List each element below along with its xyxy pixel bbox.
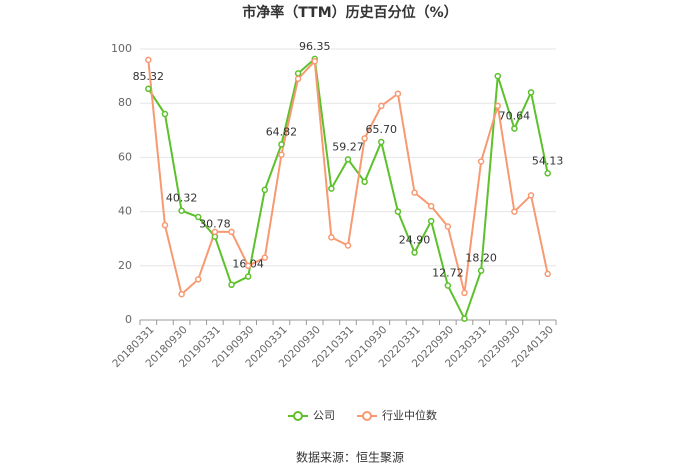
data-point — [494, 102, 502, 110]
y-tick-label: 40 — [118, 205, 132, 218]
data-point — [477, 267, 485, 274]
data-label: 65.70 — [366, 123, 398, 136]
data-point — [361, 178, 368, 186]
data-point — [527, 89, 535, 96]
data-label: 12.72 — [432, 267, 464, 280]
data-point — [194, 276, 202, 283]
data-point — [394, 90, 402, 97]
data-point — [494, 72, 502, 80]
data-label: 96.35 — [299, 40, 331, 53]
data-point — [294, 70, 302, 77]
data-point — [344, 242, 352, 249]
data-point — [527, 192, 535, 199]
y-tick-label: 20 — [118, 259, 132, 272]
data-point — [344, 156, 352, 163]
data-point — [261, 186, 269, 194]
data-point — [411, 249, 418, 256]
data-point — [378, 102, 385, 110]
data-point — [544, 270, 551, 278]
data-point — [211, 228, 219, 236]
data-point — [161, 110, 169, 118]
data-label: 59.27 — [332, 140, 364, 153]
data-point — [228, 228, 235, 236]
data-point — [411, 189, 418, 196]
data-point — [244, 273, 252, 280]
data-point — [194, 213, 202, 221]
y-tick-label: 100 — [111, 42, 132, 55]
data-label: 64.82 — [266, 125, 298, 138]
y-tick-label: 0 — [125, 313, 132, 326]
data-point — [477, 158, 485, 165]
data-label: 85.32 — [133, 70, 165, 83]
data-point — [427, 202, 435, 210]
data-point — [328, 185, 335, 192]
data-point — [294, 75, 302, 83]
data-point — [228, 281, 235, 289]
data-point — [161, 221, 169, 229]
data-point — [511, 208, 518, 215]
data-point — [244, 262, 252, 270]
data-label: 24.90 — [399, 234, 431, 247]
data-point — [444, 282, 452, 289]
legend-label: 行业中位数 — [382, 408, 437, 422]
data-point — [178, 207, 185, 214]
data-point — [328, 234, 335, 241]
data-point — [511, 125, 518, 132]
data-point — [278, 141, 285, 148]
series-line — [147, 56, 549, 322]
data-point — [544, 170, 551, 177]
data-point — [461, 289, 468, 297]
data-point — [178, 291, 185, 298]
data-label: 18.20 — [465, 252, 497, 265]
data-label: 30.78 — [199, 218, 231, 231]
source: 数据来源：恒生聚源 — [296, 450, 404, 465]
legend-marker — [293, 411, 303, 421]
data-point — [261, 254, 269, 261]
data-label: 40.32 — [166, 192, 198, 205]
data-label: 70.64 — [499, 110, 531, 123]
data-point — [444, 223, 452, 230]
legend-label: 公司 — [313, 409, 335, 422]
data-point — [378, 138, 385, 146]
legend-marker — [362, 411, 372, 421]
data-point — [427, 217, 435, 225]
data-point — [311, 57, 318, 65]
data-label: 54.13 — [532, 154, 564, 167]
data-point — [361, 135, 368, 142]
data-point — [394, 208, 402, 215]
data-point — [145, 85, 152, 93]
data-point — [278, 151, 285, 158]
chart-title: 市净率（TTM）历史百分位（%） — [242, 4, 457, 21]
data-point — [145, 56, 152, 64]
data-point — [461, 315, 468, 322]
y-tick-label: 80 — [118, 96, 132, 109]
y-tick-label: 60 — [118, 150, 132, 163]
